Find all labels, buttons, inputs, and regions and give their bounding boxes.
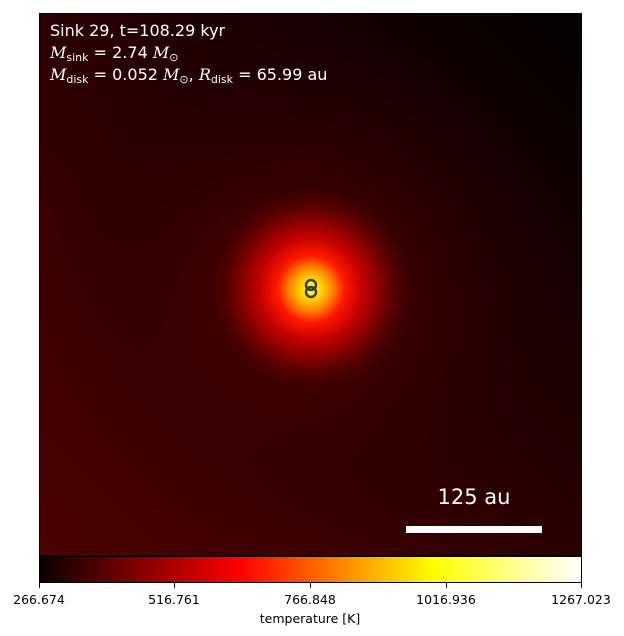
map-hot-core [40, 14, 581, 555]
sink-mass-symbol: M [50, 43, 67, 62]
temperature-map: Sink 29, t=108.29 kyr Msink = 2.74 M⊙ Md… [39, 13, 582, 556]
disk-radius-subscript: disk [210, 73, 233, 86]
disk-mass-value: 0.052 [112, 65, 158, 84]
colorbar-tick-label: 266.674 [13, 592, 65, 607]
sink-mass-unit: M [152, 43, 170, 62]
disk-mass-unit-subscript: ⊙ [179, 73, 189, 86]
disk-mass-unit: M [163, 65, 180, 84]
colorbar-tick [310, 583, 311, 588]
equals-sign: = [93, 65, 108, 84]
disk-mass-subscript: disk [66, 73, 89, 86]
scale-bar: 125 au [406, 485, 542, 533]
sink-mass-value: 2.74 [112, 43, 148, 62]
disk-radius-value: 65.99 [256, 65, 303, 84]
colorbar [39, 556, 582, 583]
equals-sign: = [93, 43, 108, 62]
comma: , [188, 65, 199, 84]
colorbar-tick-label: 1267.023 [551, 592, 611, 607]
disk-mass-symbol: M [50, 65, 67, 84]
colorbar-tick-label: 516.761 [148, 592, 200, 607]
colorbar-tick [174, 583, 175, 588]
colorbar-tick-label: 1016.936 [416, 592, 476, 607]
sink-marker-2 [304, 285, 318, 299]
colorbar-tick-label: 766.848 [284, 592, 336, 607]
colorbar-tick [581, 583, 582, 588]
disk-radius-symbol: R [198, 65, 211, 84]
disk-label: Mdisk = 0.052 M⊙, Rdisk = 65.99 au [50, 65, 328, 86]
colorbar-tick [446, 583, 447, 588]
sink-mass-label: Msink = 2.74 M⊙ [50, 43, 179, 64]
sink-marker-1 [304, 278, 318, 292]
colorbar-label: temperature [K] [259, 611, 361, 626]
colorbar-tick [39, 583, 40, 588]
sink-mass-subscript: sink [66, 51, 89, 64]
temperature-map-svg [40, 14, 581, 555]
sink-mass-unit-subscript: ⊙ [169, 51, 179, 64]
disk-radius-unit: au [307, 65, 328, 84]
equals-sign: = [238, 65, 252, 84]
scale-bar-label: 125 au [437, 485, 511, 509]
sink-title: Sink 29, t=108.29 kyr [50, 21, 226, 40]
